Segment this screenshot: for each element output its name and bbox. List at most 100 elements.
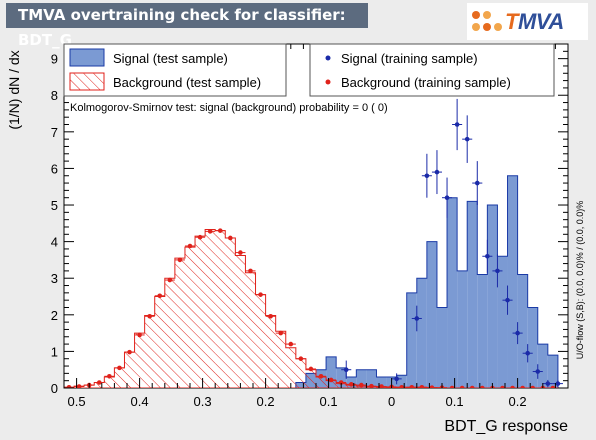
background-train-point	[288, 341, 294, 347]
background-train-point	[409, 384, 415, 388]
background-test-bar	[225, 237, 236, 388]
y-tick-label: 5	[51, 198, 58, 213]
x-tick-label: 0.3	[194, 394, 212, 409]
legend-background-train-marker	[325, 79, 331, 85]
background-train-point	[469, 385, 475, 388]
logo-dots-icon	[472, 11, 502, 31]
x-tick-label: 0.2	[509, 394, 527, 409]
background-train-point	[480, 385, 485, 388]
x-tick-label: 0.4	[131, 394, 149, 409]
signal-train-point	[414, 316, 420, 321]
background-test-bar	[104, 377, 115, 388]
x-tick-label: 0	[388, 394, 395, 409]
signal-train-point	[555, 381, 561, 386]
background-test-bar	[124, 352, 135, 388]
background-train-point	[238, 250, 243, 255]
ks-test-text: Kolmogorov-Smirnov test: signal (backgro…	[70, 102, 388, 114]
background-test-bar	[326, 380, 337, 388]
background-test-bar	[235, 255, 246, 388]
legend-signal-train-marker	[325, 55, 331, 61]
background-train-point	[117, 365, 122, 371]
background-train-point	[127, 349, 132, 355]
background-train-point	[379, 384, 384, 388]
background-train-point	[308, 366, 314, 372]
x-axis-label: BDT_G response	[444, 418, 568, 435]
background-test-bar	[305, 369, 316, 388]
y-tick-label: 0	[51, 381, 58, 396]
background-train-point	[96, 380, 102, 385]
background-test-bar	[195, 236, 206, 388]
signal-train-point	[394, 376, 399, 382]
signal-train-point	[434, 169, 440, 175]
signal-train-point	[495, 268, 500, 274]
y-tick-label: 8	[51, 88, 58, 103]
signal-test-bar	[477, 274, 488, 388]
background-train-point	[500, 385, 505, 388]
background-train-point	[167, 277, 173, 283]
legend-signal-test-label: Signal (test sample)	[113, 51, 228, 66]
signal-test-bar	[376, 377, 387, 388]
background-train-point	[187, 243, 193, 249]
signal-train-point	[515, 330, 520, 336]
background-test-bar	[154, 296, 165, 388]
background-train-point	[520, 385, 525, 388]
signal-train-point	[485, 253, 490, 259]
background-train-point	[207, 229, 213, 234]
background-train-point	[248, 268, 253, 274]
background-test-bar	[205, 229, 216, 388]
background-train-point	[459, 385, 465, 388]
signal-test-bar	[527, 307, 538, 388]
background-train-point	[348, 382, 354, 387]
background-test-bar	[265, 315, 276, 388]
background-train-point	[338, 380, 344, 385]
background-test-bar	[94, 382, 105, 388]
background-test-bar	[164, 278, 175, 388]
background-test-bar	[245, 272, 256, 388]
background-train-point	[278, 330, 284, 336]
background-test-bar	[114, 367, 125, 388]
background-train-point	[399, 384, 404, 388]
background-train-point	[147, 313, 152, 319]
background-train-point	[197, 234, 203, 240]
background-test-bar	[285, 347, 296, 388]
background-train-point	[530, 385, 536, 388]
background-train-point	[157, 293, 163, 299]
x-tick-label: 0.5	[68, 394, 86, 409]
background-train-point	[369, 383, 374, 388]
tmva-logo: TMVA	[467, 3, 588, 40]
signal-train-point	[525, 350, 530, 356]
background-train-point	[419, 384, 425, 388]
signal-test-bar	[467, 201, 478, 388]
background-train-point	[66, 384, 72, 388]
signal-train-point	[424, 173, 430, 179]
legend-background-test-label: Background (test sample)	[113, 75, 261, 90]
y-tick-label: 2	[51, 308, 58, 323]
background-test-bar	[255, 294, 266, 388]
logo-text: TMVA	[505, 9, 564, 34]
background-train-point	[429, 385, 435, 388]
background-test-bar	[295, 358, 306, 388]
signal-test-bar	[406, 292, 417, 388]
signal-test-bar	[457, 270, 468, 388]
signal-train-point	[474, 180, 480, 186]
y-tick-label: 7	[51, 125, 58, 140]
signal-train-point	[535, 369, 541, 374]
background-train-point	[217, 228, 223, 233]
signal-test-outline	[64, 175, 559, 388]
background-train-point	[107, 373, 112, 379]
signal-test-bar	[436, 307, 448, 388]
signal-test-bar	[366, 369, 377, 388]
signal-test-bar	[356, 369, 367, 388]
signal-test-bar	[326, 356, 337, 388]
signal-test-bar	[547, 355, 558, 388]
signal-test-bar	[497, 256, 508, 388]
legend-signal-train-label: Signal (training sample)	[341, 51, 478, 66]
y-tick-label: 9	[51, 52, 58, 67]
background-train-point	[177, 257, 183, 263]
plot-title: TMVA overtraining check for classifier: …	[6, 3, 368, 49]
legend-signal-test-swatch	[69, 48, 105, 67]
signal-test-bar	[487, 205, 498, 388]
signal-train-point	[505, 297, 510, 303]
signal-train-point	[545, 381, 551, 386]
background-train-point	[550, 385, 556, 388]
